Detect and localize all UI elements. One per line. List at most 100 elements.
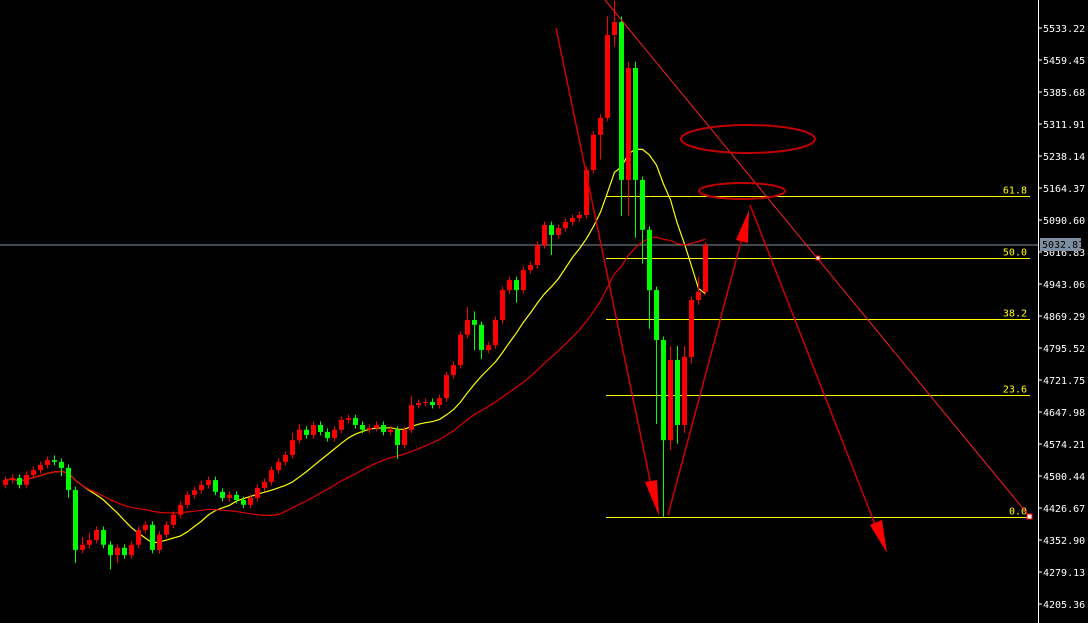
trend-line-anchor-handle[interactable] — [815, 255, 821, 261]
candle-body — [577, 215, 582, 219]
candle — [297, 424, 302, 444]
target-ellipse-lower[interactable] — [698, 182, 786, 200]
drawing-objects[interactable] — [555, 0, 1033, 553]
candle-body — [479, 324, 484, 350]
candle — [605, 16, 610, 122]
candle — [612, 0, 617, 47]
candle-body — [388, 429, 393, 432]
candle — [199, 480, 204, 494]
candle-body — [220, 491, 225, 498]
candle-body — [38, 464, 43, 471]
candle-body — [437, 398, 442, 406]
candle — [689, 296, 694, 364]
candle-body — [451, 365, 456, 376]
candle — [514, 276, 519, 303]
candle-body — [17, 477, 22, 485]
candle-body — [542, 225, 547, 245]
candle-body — [248, 497, 253, 505]
arrow-line-up[interactable] — [667, 237, 743, 516]
candle — [577, 211, 582, 222]
candle-body — [647, 229, 652, 291]
candle-body — [507, 280, 512, 291]
fib-anchor-handle[interactable] — [1026, 513, 1033, 520]
axis-tick-label: 4721.75 — [1043, 376, 1085, 387]
candle — [472, 311, 477, 351]
candle — [388, 426, 393, 436]
candle — [185, 491, 190, 509]
fibonacci-retracement[interactable]: 61.8 50.0 38.2 23.6 0.0 — [606, 186, 1030, 518]
candle-body — [346, 418, 351, 420]
arrow-line-down-1[interactable] — [555, 27, 653, 491]
fib-level-label: 61.8 — [1003, 186, 1027, 197]
candle — [654, 286, 659, 425]
candle-body — [276, 461, 281, 471]
candle — [402, 426, 407, 449]
candle-body — [136, 529, 141, 545]
candle-body — [514, 280, 519, 291]
candle-body — [374, 425, 379, 429]
candle — [17, 474, 22, 489]
candle — [115, 544, 120, 563]
candle — [626, 61, 631, 216]
candle-body — [164, 524, 169, 535]
candle-body — [185, 494, 190, 505]
candle — [143, 521, 148, 534]
candle-body — [94, 529, 99, 540]
candle — [73, 486, 78, 563]
candle — [325, 428, 330, 442]
candle — [703, 241, 708, 296]
candle-body — [458, 334, 463, 366]
candle — [164, 521, 169, 539]
axis-tick-label: 5238.14 — [1043, 152, 1085, 163]
candle-body — [703, 245, 708, 292]
current-price-badge: 5032.81 — [1040, 238, 1084, 251]
arrow-line-down-2[interactable] — [749, 204, 877, 528]
candle — [465, 307, 470, 339]
candle — [283, 451, 288, 466]
candle-body — [157, 534, 162, 550]
axis-tick-label: 4795.52 — [1043, 344, 1085, 355]
candle-body — [584, 169, 589, 216]
candle — [101, 526, 106, 549]
axis-tick-label: 5385.68 — [1043, 88, 1085, 99]
candle — [248, 494, 253, 509]
target-ellipse-upper[interactable] — [680, 124, 816, 154]
axis-tick-label: 5533.22 — [1043, 24, 1085, 35]
candle — [598, 114, 603, 160]
candle — [437, 394, 442, 409]
candle-body — [570, 218, 575, 222]
candle — [556, 224, 561, 239]
candle — [367, 424, 372, 434]
candle — [241, 496, 246, 509]
candle-body — [52, 460, 57, 462]
candle-body — [444, 375, 449, 399]
candle — [311, 421, 316, 439]
candle — [486, 341, 491, 354]
arrow-down-1-icon — [645, 480, 659, 516]
axis-tick-label: 5311.91 — [1043, 120, 1085, 131]
candles — [3, 0, 708, 570]
candle-body — [332, 429, 337, 439]
axis-tick-label: 4574.21 — [1043, 440, 1085, 451]
candle-body — [255, 487, 260, 498]
candle-body — [318, 425, 323, 432]
candle-body — [304, 429, 309, 435]
candle-body — [150, 524, 155, 550]
ma-fast-line — [5, 148, 706, 544]
candle-body — [80, 544, 85, 550]
candle-body — [269, 470, 274, 482]
candle — [136, 526, 141, 549]
candle-body — [367, 428, 372, 430]
candle — [535, 241, 540, 269]
axis-tick-label: 4426.67 — [1043, 504, 1085, 515]
candle-body — [101, 529, 106, 545]
axis-tick-label: 5459.45 — [1043, 56, 1085, 67]
candle-body — [689, 300, 694, 357]
candle-body — [409, 405, 414, 430]
candle — [206, 476, 211, 489]
fib-level-label: 0.0 — [1009, 507, 1027, 518]
candle-body — [66, 467, 71, 491]
candle-body — [549, 225, 554, 236]
candle-body — [423, 402, 428, 404]
